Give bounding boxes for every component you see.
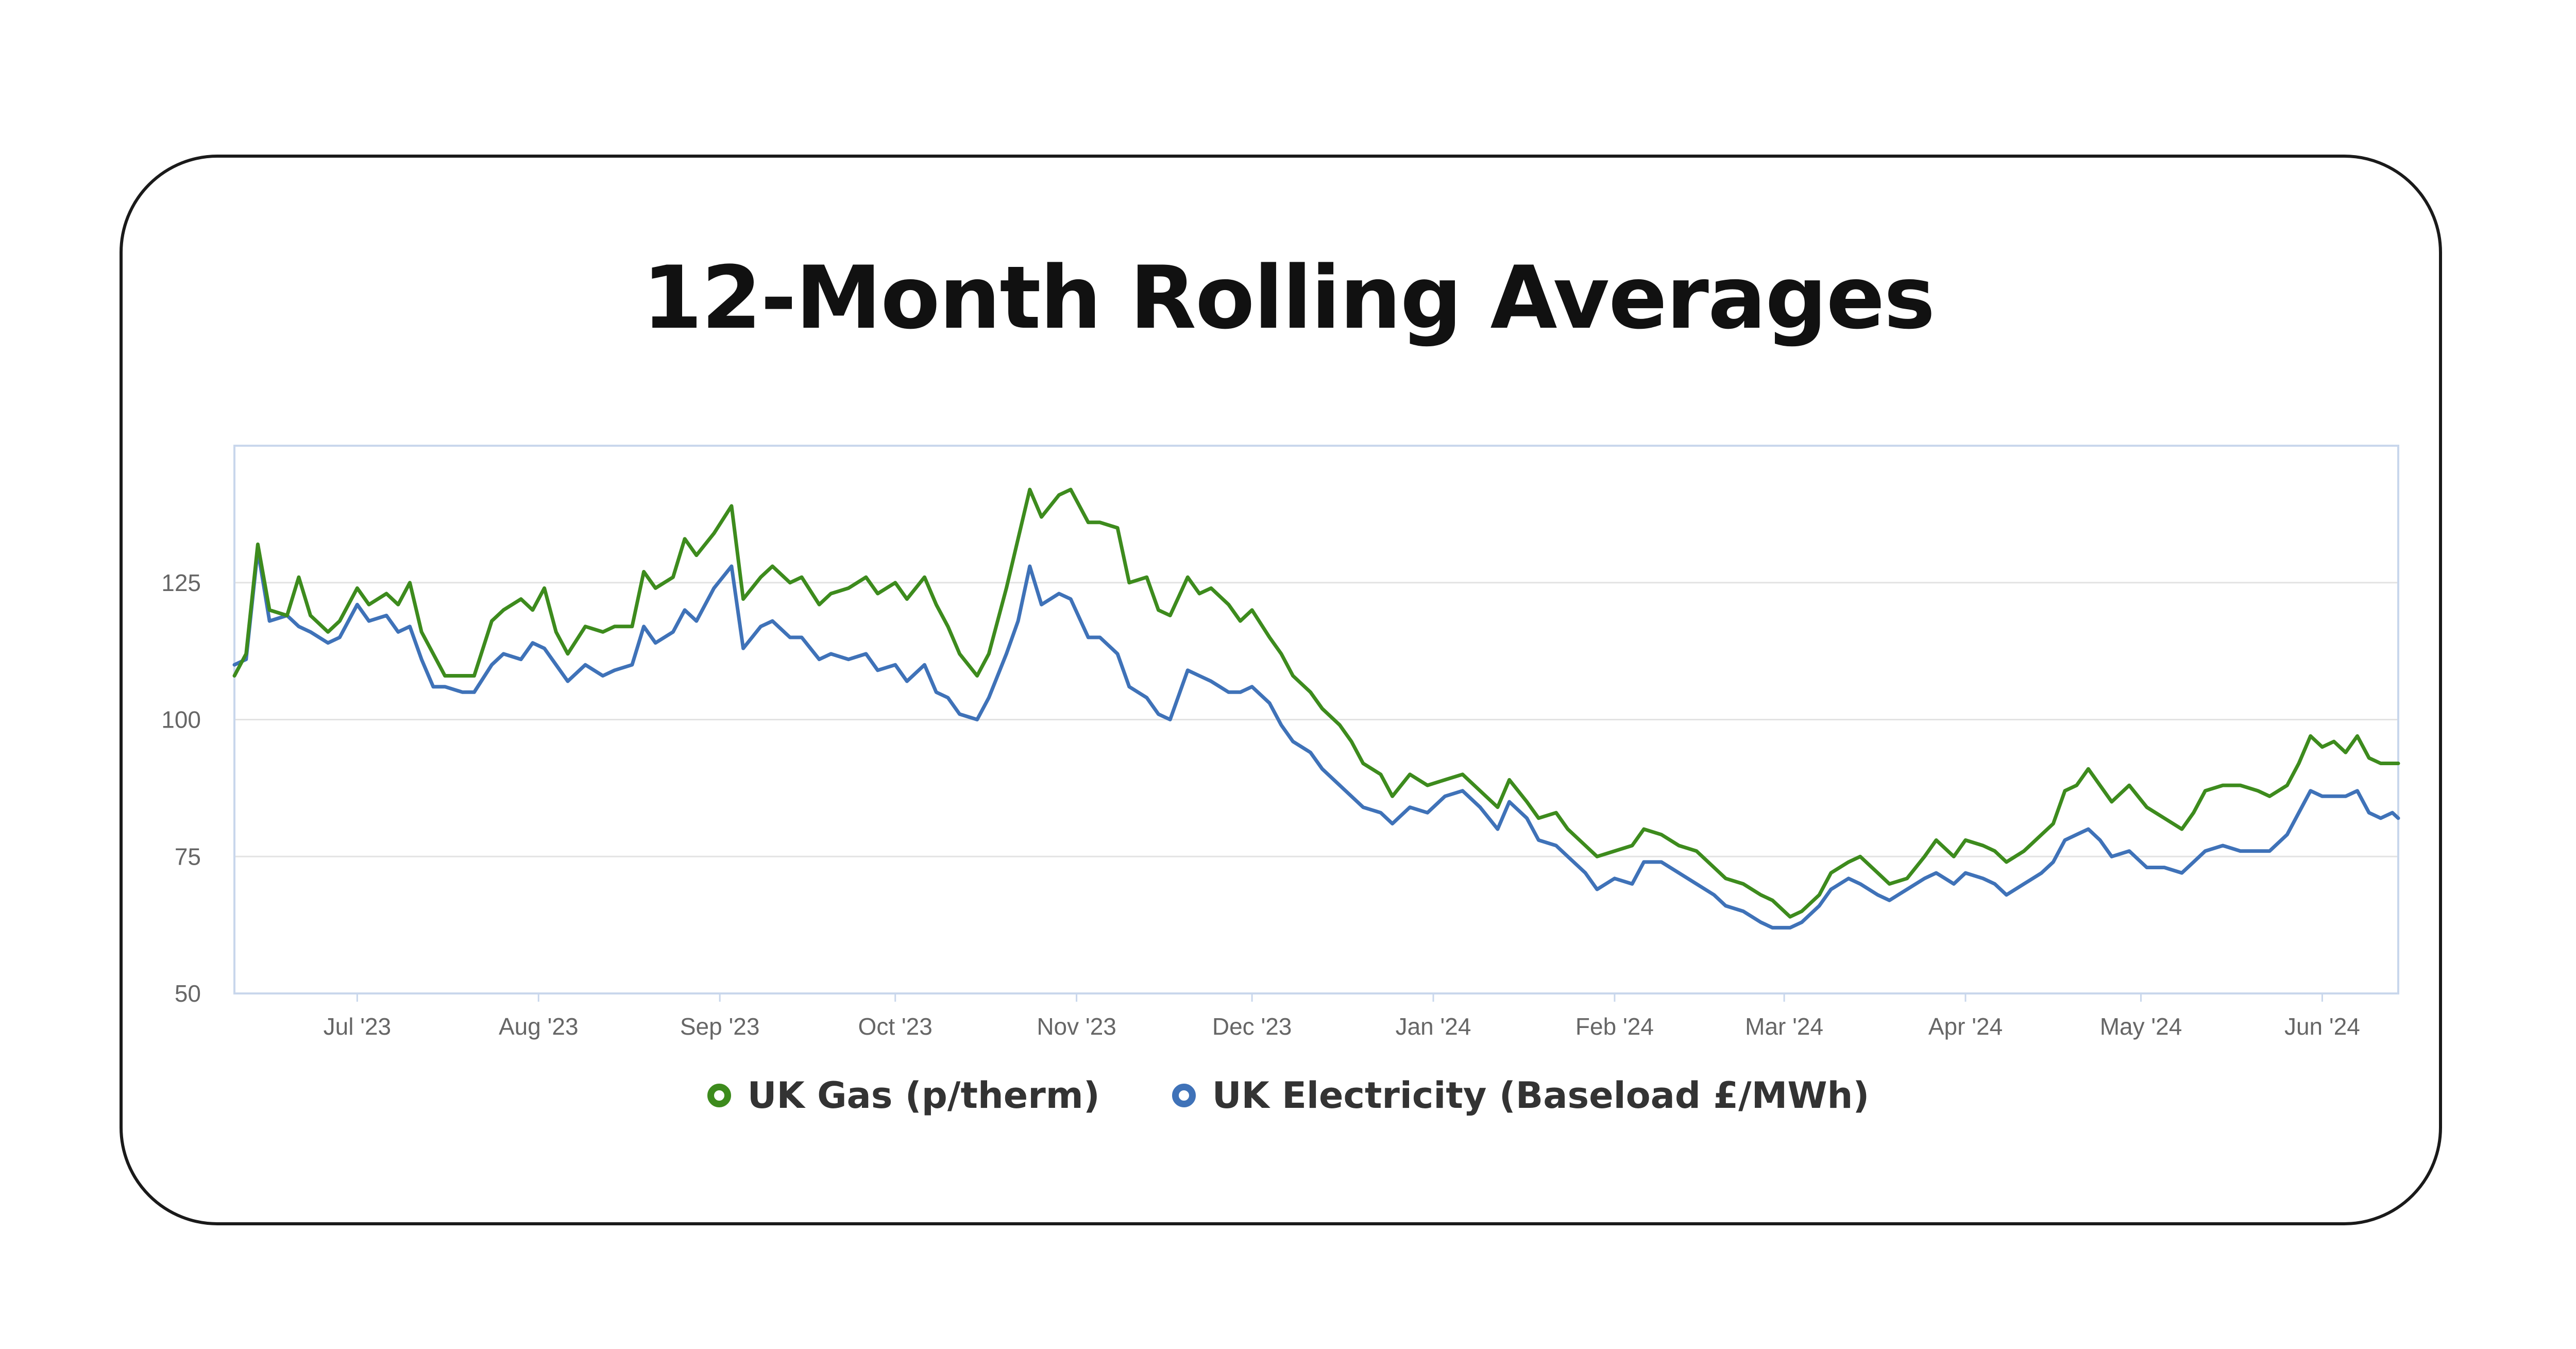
x-axis-ticks: Jul '23 Aug '23 Sep '23 Oct '23 Nov '23 Dec '…: [324, 993, 2360, 1040]
chart-title: 12-Month Rolling Averages: [642, 247, 1936, 348]
gas-series-marker-icon: [707, 1084, 731, 1107]
chart-card: [120, 155, 2442, 1225]
y-tick-label: 125: [161, 569, 201, 596]
series-line-uk-electricity[interactable]: [232, 548, 2400, 930]
x-tick-label: Nov '23: [1037, 1013, 1116, 1040]
x-tick-label: Jul '23: [324, 1013, 392, 1040]
x-tick-label: Jan '24: [1396, 1013, 1471, 1040]
x-tick-label: Oct '23: [858, 1013, 933, 1040]
plot-area: [233, 445, 2399, 994]
legend-label-gas: UK Gas (p/therm): [747, 1074, 1100, 1117]
y-tick-label: 50: [175, 980, 201, 1007]
x-tick-label: Jun '24: [2284, 1013, 2360, 1040]
y-tick-label: 75: [175, 843, 201, 870]
x-tick-label: Dec '23: [1212, 1013, 1292, 1040]
x-tick-label: Mar '24: [1745, 1013, 1823, 1040]
legend-item-gas[interactable]: UK Gas (p/therm): [707, 1074, 1100, 1117]
series-line-uk-gas[interactable]: [232, 487, 2400, 919]
legend-label-electricity: UK Electricity (Baseload £/MWh): [1212, 1074, 1870, 1117]
electricity-series-marker-icon: [1172, 1084, 1196, 1107]
x-tick-label: Aug '23: [499, 1013, 579, 1040]
legend-item-electricity[interactable]: UK Electricity (Baseload £/MWh): [1172, 1074, 1870, 1117]
series-lines: [232, 487, 2400, 930]
y-axis-ticks: 50 75 100 125: [161, 569, 201, 1007]
x-tick-label: May '24: [2100, 1013, 2182, 1040]
x-tick-label: Sep '23: [680, 1013, 760, 1040]
x-tick-label: Apr '24: [1928, 1013, 2003, 1040]
legend: UK Gas (p/therm) UK Electricity (Baseloa…: [0, 1074, 2576, 1117]
x-tick-label: Feb '24: [1575, 1013, 1654, 1040]
grid-lines: [234, 582, 2398, 857]
y-tick-label: 100: [161, 706, 201, 733]
